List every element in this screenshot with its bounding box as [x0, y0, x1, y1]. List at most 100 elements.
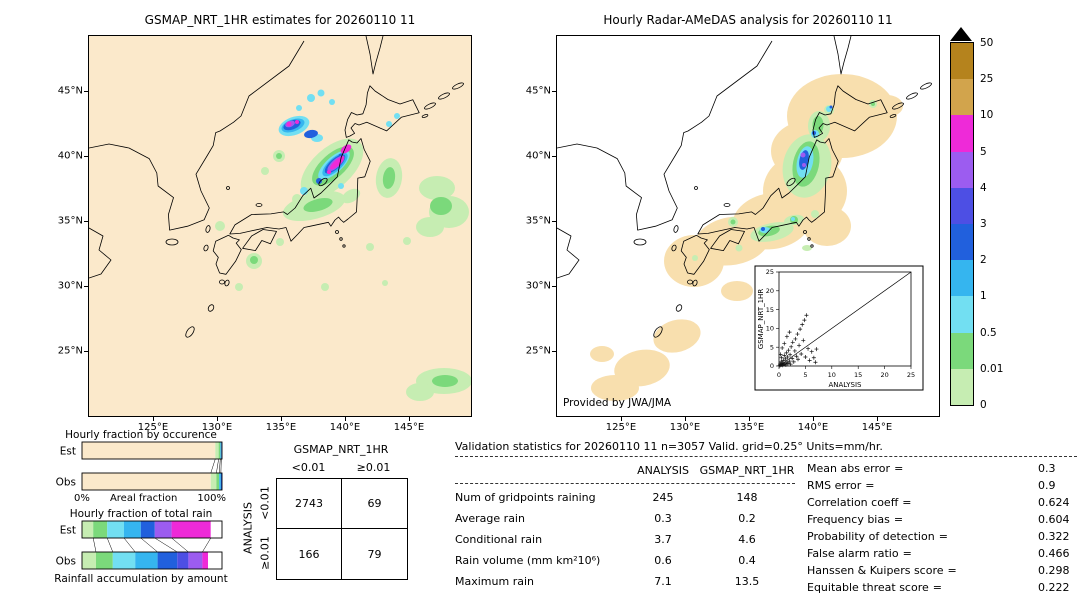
- rain-blob: [340, 144, 352, 154]
- table-row: Rain volume (mm km²10⁶) 0.6 0.4: [455, 550, 795, 571]
- scatter-point: [787, 359, 792, 364]
- bar-segment: [188, 552, 203, 569]
- bar-segment: [177, 552, 189, 569]
- analysis-value: 0.6: [654, 554, 672, 567]
- rain-blob: [735, 244, 743, 252]
- island-outline: [889, 114, 897, 118]
- analysis-value: 3.7: [654, 533, 672, 546]
- x-tickmark: [685, 417, 686, 421]
- rain-blob: [394, 113, 400, 119]
- bar-segment: [124, 521, 141, 538]
- inset-x-tick-label: 15: [854, 371, 862, 379]
- contingency-row-axis: ANALYSIS: [241, 502, 255, 554]
- rain-blob: [304, 129, 318, 139]
- lon-tick-label: 135°E: [733, 422, 765, 433]
- equals-sign: =: [947, 564, 957, 577]
- scatter-point: [795, 332, 800, 337]
- scatter-point: [798, 327, 803, 332]
- stat-line: RMS error = 0.9: [807, 477, 1080, 494]
- equals-sign: =: [902, 496, 912, 509]
- rain-blob: [316, 178, 322, 184]
- stat-value: 0.466: [1038, 547, 1070, 560]
- x-tickmark: [621, 417, 622, 421]
- stat-label: Mean abs error: [807, 462, 891, 475]
- colorbar-segment: [951, 332, 973, 369]
- rain-blob: [829, 105, 833, 109]
- colorbar-bar: 50 25 10 5 4 3 2 1 0.5 0.01 0: [950, 37, 1003, 411]
- rain-blob: [386, 121, 392, 127]
- table-row: Num of gridpoints raining 245 148: [455, 487, 795, 508]
- lat-tick-label: 45°N: [525, 85, 551, 97]
- occurrence-bars: Est Obs: [56, 441, 223, 491]
- contingency-col-header-ge: ≥0.01: [356, 461, 391, 474]
- bar-outline: [81, 551, 223, 570]
- scatter-point: [780, 345, 785, 350]
- island-outline: [920, 82, 932, 90]
- contingency-cell: 69: [342, 479, 407, 529]
- col-header-gsmap: GSMAP_NRT_1HR: [699, 463, 795, 477]
- bar-connector: [140, 537, 158, 553]
- colorbar-segment: [951, 79, 973, 116]
- table-row: Maximum rain 7.1 13.5: [455, 571, 795, 592]
- contingency-table: GSMAP_NRT_1HR <0.01 ≥0.01 ANALYSIS <0.01…: [240, 440, 445, 605]
- bar-segment: [215, 442, 219, 459]
- gsmap-value: 0.2: [738, 512, 756, 525]
- scatter-point: [802, 318, 807, 323]
- rain-blob: [721, 281, 753, 301]
- inset-y-tick-label: 10: [766, 325, 774, 333]
- island-outline: [224, 279, 230, 287]
- island-outline: [892, 102, 904, 110]
- inset-x-tick-label: 10: [828, 371, 836, 379]
- island-outline: [207, 304, 215, 312]
- analysis-value: 7.1: [654, 575, 672, 588]
- bar-connector: [218, 458, 221, 474]
- stat-label: False alarm ratio: [807, 547, 899, 560]
- precip-colorbar: 50 25 10 5 4 3 2 1 0.5 0.01 0: [950, 27, 1003, 411]
- colorbar-tick-label: 0.01: [980, 362, 1004, 375]
- lat-tick-label: 35°N: [525, 215, 551, 227]
- island-outline: [438, 92, 450, 100]
- lon-tick-label: 130°E: [669, 422, 701, 433]
- stat-value: 0.624: [1038, 496, 1070, 509]
- lat-tick-label: 35°N: [57, 215, 83, 227]
- scatter-point: [785, 361, 790, 366]
- scatter-point: [790, 340, 795, 345]
- stat-value: 0.222: [1038, 581, 1070, 594]
- scatter-point: [790, 356, 795, 361]
- validation-table: ANALYSIS GSMAP_NRT_1HR Num of gridpoints…: [455, 460, 795, 596]
- rain-blob: [295, 120, 299, 124]
- stat-label: RMS error: [807, 479, 862, 492]
- contingency-grid: 2743 69 166 79: [276, 478, 408, 580]
- table-row: Average rain 0.3 0.2: [455, 508, 795, 529]
- stat-value: 0.9: [1038, 479, 1056, 492]
- gsmap-value: 13.5: [734, 575, 760, 588]
- stat-label: Hanssen & Kuipers score: [807, 564, 944, 577]
- island-outline: [803, 230, 807, 234]
- y-tickmark: [552, 286, 556, 287]
- coastline-path: [833, 36, 852, 75]
- bar-segment: [171, 521, 211, 538]
- rain-blob: [406, 383, 434, 401]
- scatter-point: [786, 348, 791, 353]
- island-outline: [342, 244, 346, 248]
- colorbar-tick-label: 0.5: [980, 326, 997, 339]
- dashed-divider: [455, 456, 1077, 457]
- accumulation-caption: Rainfall accumulation by amount: [54, 573, 228, 585]
- scatter-point: [782, 353, 787, 358]
- island-outline: [335, 230, 339, 234]
- colorbar-tick-label: 5: [980, 145, 987, 158]
- scatter-point: [796, 357, 801, 362]
- scatter-point: [788, 362, 793, 367]
- island-outline: [671, 244, 677, 252]
- scatter-point: [800, 322, 805, 327]
- colorbar-segment: [951, 223, 973, 261]
- scatter-point: [792, 348, 797, 353]
- rain-blob: [590, 346, 614, 362]
- bar-segment: [208, 552, 222, 569]
- island-outline: [687, 279, 693, 285]
- inset-y-tick-label: 25: [766, 268, 774, 276]
- coastline-path: [680, 234, 710, 275]
- colorbar-tick-label: 0: [980, 399, 987, 411]
- inset-scatter-panel: 0 5 10 15 20 25 0 5 10 15 20 25 ANALYSIS GSMAP_NRT_…: [754, 265, 924, 391]
- colorbar-segments: [950, 42, 974, 406]
